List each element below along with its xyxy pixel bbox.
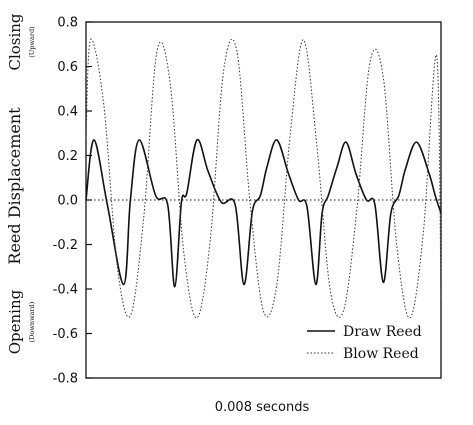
y-tick-label: -0.8 bbox=[53, 372, 78, 387]
series-line-blow-reed bbox=[85, 38, 442, 319]
closing-label: Closing bbox=[6, 13, 24, 70]
y-tick-label: -0.2 bbox=[53, 238, 78, 253]
y-tick-label: 0.0 bbox=[57, 194, 78, 209]
legend-label-draw-reed: Draw Reed bbox=[343, 324, 422, 340]
y-tick-label: -0.4 bbox=[53, 283, 78, 298]
series-layer bbox=[85, 38, 442, 319]
opening-label: Opening bbox=[6, 289, 24, 354]
y-axis-ticks: 0.8 0.6 0.4 0.2 0.0 -0.2 -0.4 -0.6 -0.8 bbox=[53, 16, 92, 387]
y-axis-label: Reed Displacement bbox=[5, 107, 24, 265]
opening-sublabel: (Downward) bbox=[28, 301, 36, 342]
x-axis-label: 0.008 seconds bbox=[215, 400, 310, 415]
legend-label-blow-reed: Blow Reed bbox=[343, 346, 419, 362]
y-tick-label: 0.8 bbox=[57, 16, 78, 31]
series-line-draw-reed bbox=[85, 138, 442, 288]
y-tick-label: -0.6 bbox=[53, 327, 78, 342]
y-tick-label: 0.2 bbox=[57, 149, 78, 164]
y-tick-label: 0.4 bbox=[57, 105, 78, 120]
y-tick-label: 0.6 bbox=[57, 60, 78, 75]
legend: Draw Reed Blow Reed bbox=[307, 324, 422, 362]
closing-sublabel: (Upward) bbox=[28, 26, 36, 58]
